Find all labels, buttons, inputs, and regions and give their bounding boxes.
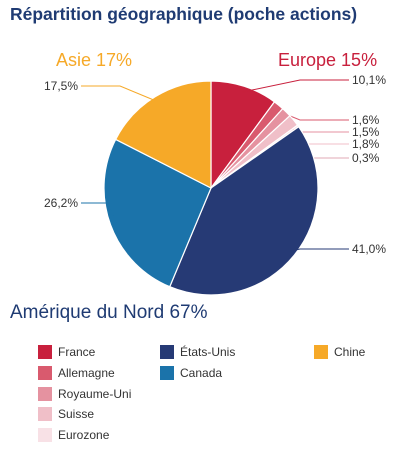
legend-item-chine: Chine (314, 345, 365, 359)
legend-swatch (160, 366, 174, 380)
data-label: 1,5% (352, 125, 380, 139)
leader-line (242, 79, 349, 93)
legend-label: France (58, 345, 96, 359)
legend-item-etats-unis: États-Unis (160, 345, 235, 359)
legend-swatch (38, 428, 52, 442)
data-label: 1,6% (352, 113, 380, 127)
legend-label: Chine (334, 345, 366, 359)
data-label: 17,5% (44, 79, 78, 93)
legend-label: Royaume-Uni (58, 387, 132, 401)
leader-line (81, 85, 159, 103)
legend-swatch (314, 345, 328, 359)
legend-swatch (38, 366, 52, 380)
legend-label: Suisse (58, 407, 95, 421)
pie-slice-chine (114, 80, 212, 189)
legend-label: Eurozone (58, 428, 110, 442)
region-label-asia: Asie 17% (56, 50, 133, 70)
data-label: 10,1% (352, 73, 386, 87)
leader-line (81, 202, 117, 223)
legend-item-eurozone: Eurozone (38, 428, 109, 442)
data-label: 26,2% (44, 196, 78, 210)
pie-slice--tats-unis (168, 125, 319, 296)
legend-label: Canada (180, 366, 223, 380)
pie-slice-canada (103, 138, 212, 288)
legend-item-royaume-uni: Royaume-Uni (38, 387, 131, 401)
legend-swatch (38, 345, 52, 359)
leader-line (289, 248, 349, 252)
legend-label: Allemagne (58, 366, 115, 380)
legend-item-canada: Canada (160, 366, 222, 380)
data-label: 41,0% (352, 242, 386, 256)
legend-item-france: France (38, 345, 95, 359)
legend-swatch (160, 345, 174, 359)
data-label: 1,8% (352, 137, 380, 151)
chart-title: Répartition géographique (poche actions) (10, 4, 358, 24)
region-label-north-america: Amérique du Nord 67% (10, 302, 208, 323)
legend-swatch (38, 387, 52, 401)
legend-label: États-Unis (180, 345, 236, 359)
legend-item-suisse: Suisse (38, 407, 94, 421)
data-label: 0,3% (352, 151, 380, 165)
legend-item-allemagne: Allemagne (38, 366, 115, 380)
legend-swatch (38, 407, 52, 421)
region-label-europe: Europe 15% (278, 50, 378, 70)
